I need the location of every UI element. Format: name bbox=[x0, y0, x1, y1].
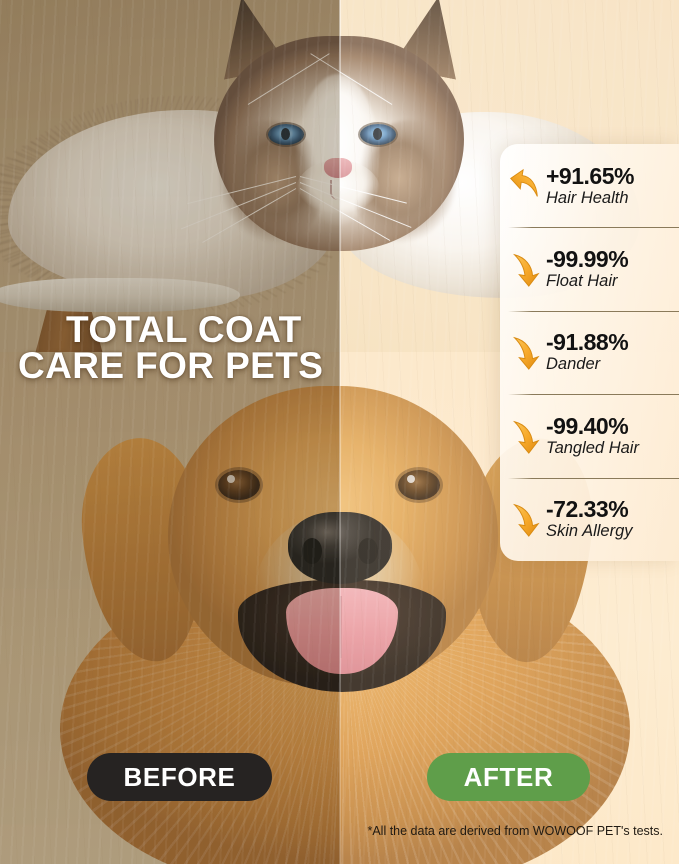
dog-eye-left bbox=[218, 470, 260, 500]
before-badge: BEFORE bbox=[87, 753, 272, 801]
arrow-down-icon bbox=[513, 337, 540, 371]
disclaimer-text: *All the data are derived from WOWOOF PE… bbox=[367, 824, 663, 838]
stat-row-skin-allergy: -72.33% Skin Allergy bbox=[500, 477, 679, 561]
arrow-up-left-icon bbox=[510, 168, 538, 197]
arrow-down-icon bbox=[513, 504, 540, 538]
cat-eye-left bbox=[268, 124, 304, 145]
stat-label: Dander bbox=[546, 355, 601, 374]
after-badge: AFTER bbox=[427, 753, 590, 801]
stat-label: Skin Allergy bbox=[546, 522, 633, 541]
stat-text: +91.65% Hair Health bbox=[546, 162, 679, 208]
arrow-down-icon bbox=[513, 420, 540, 454]
cat-nose bbox=[324, 158, 352, 178]
cat-mouth bbox=[330, 180, 346, 200]
dog-nose bbox=[288, 512, 392, 584]
stat-row-tangled-hair: -99.40% Tangled Hair bbox=[500, 394, 679, 477]
dog-photo bbox=[0, 352, 679, 864]
stat-label: Float Hair bbox=[546, 272, 618, 291]
headline-line-2: CARE FOR PETS bbox=[18, 345, 324, 386]
stat-value: -99.40% bbox=[546, 412, 629, 439]
stat-row-hair-health: +91.65% Hair Health bbox=[500, 144, 679, 227]
stat-value: -72.33% bbox=[546, 496, 629, 523]
stat-text: -91.88% Dander bbox=[546, 330, 679, 374]
stat-value: -91.88% bbox=[546, 329, 629, 356]
cat-eye-right bbox=[360, 124, 396, 145]
arrow-down-icon bbox=[513, 253, 540, 287]
table-surface bbox=[0, 278, 240, 312]
cat-stage bbox=[0, 0, 679, 352]
stats-panel: +91.65% Hair Health -99.99% Float Hair bbox=[500, 144, 679, 561]
headline-line-1: TOTAL COAT bbox=[66, 309, 302, 350]
stat-row-dander: -91.88% Dander bbox=[500, 310, 679, 394]
stat-text: -99.40% Tangled Hair bbox=[546, 412, 679, 458]
stat-text: -99.99% Float Hair bbox=[546, 247, 679, 291]
cat-photo bbox=[0, 0, 679, 352]
stat-label: Hair Health bbox=[546, 188, 629, 207]
stat-text: -72.33% Skin Allergy bbox=[546, 497, 679, 541]
stat-row-float-hair: -99.99% Float Hair bbox=[500, 227, 679, 310]
stat-label: Tangled Hair bbox=[546, 438, 639, 457]
stat-value: -99.99% bbox=[546, 246, 629, 273]
dog-eye-right bbox=[398, 470, 440, 500]
page-title: TOTAL COAT CARE FOR PETS bbox=[18, 309, 438, 386]
stat-value: +91.65% bbox=[546, 162, 634, 189]
